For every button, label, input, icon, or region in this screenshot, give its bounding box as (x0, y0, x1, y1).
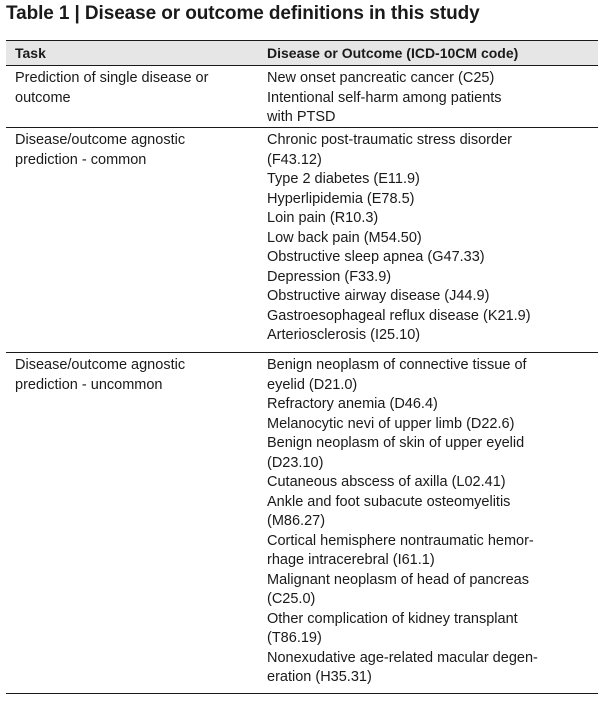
task-line: prediction - common (15, 151, 147, 168)
disease-line: Benign neoplasm of skin of upper eyelid (267, 435, 525, 451)
disease-line: with PTSD (267, 109, 336, 125)
header-disease: Disease or Outcome (ICD-10CM code) (267, 45, 519, 61)
disease-line: Loin pain (R10.3) (267, 210, 379, 226)
disease-line: Nonexudative age-related macular degen- (267, 649, 538, 666)
task-line: Prediction of single disease or (15, 70, 209, 86)
disease-line: eyelid (D21.0) (267, 376, 358, 393)
disease-line: Low back pain (M54.50) (267, 229, 422, 246)
disease-line: Type 2 diabetes (E11.9) (267, 171, 420, 187)
disease-line: (C25.0) (267, 591, 316, 607)
table-header-row: Task Disease or Outcome (ICD-10CM code) (6, 40, 598, 66)
task-cell: Disease/outcome agnostic prediction - co… (15, 131, 255, 170)
disease-line: Cutaneous abscess of axilla (L02.41) (267, 474, 506, 490)
task-line: Disease/outcome agnostic (15, 132, 186, 148)
disease-line: eration (H35.31) (267, 669, 372, 685)
disease-cell: Benign neoplasm of connective tissue of … (267, 356, 597, 688)
table-row-agnostic-uncommon: Disease/outcome agnostic prediction - un… (6, 353, 598, 694)
disease-line: (D23.10) (267, 454, 324, 471)
header-task: Task (15, 45, 46, 61)
definitions-table: Task Disease or Outcome (ICD-10CM code) … (6, 40, 598, 694)
task-line: Disease/outcome agnostic (15, 357, 186, 373)
disease-line: Melanocytic nevi of upper limb (D22.6) (267, 415, 515, 432)
task-cell: Disease/outcome agnostic prediction - un… (15, 356, 255, 395)
disease-line: Intentional self-harm among patients (267, 89, 502, 106)
disease-line: Benign neoplasm of connective tissue of (267, 357, 527, 373)
table-row-single-disease: Prediction of single disease or outcome … (6, 66, 598, 128)
disease-line: Obstructive sleep apnea (G47.33) (267, 249, 485, 265)
disease-line: Other complication of kidney transplant (267, 610, 518, 627)
disease-line: (T86.19) (267, 630, 322, 646)
disease-cell: Chronic post-traumatic stress disorder (… (267, 131, 597, 346)
table-title: Table 1 | Disease or outcome definitions… (6, 3, 480, 24)
disease-line: Arteriosclerosis (I25.10) (267, 327, 421, 343)
disease-line: Gastroesophageal reflux disease (K21.9) (267, 307, 531, 324)
disease-line: Depression (F33.9) (267, 268, 392, 285)
disease-line: Ankle and foot subacute osteomyelitis (267, 493, 511, 510)
task-line: outcome (15, 89, 71, 106)
disease-line: Cortical hemisphere nontraumatic hemor- (267, 532, 534, 549)
table-row-agnostic-common: Disease/outcome agnostic prediction - co… (6, 128, 598, 353)
task-line: prediction - uncommon (15, 376, 163, 393)
disease-line: New onset pancreatic cancer (C25) (267, 70, 495, 86)
task-cell: Prediction of single disease or outcome (15, 69, 255, 108)
disease-line: Malignant neoplasm of head of pancreas (267, 571, 529, 588)
disease-cell: New onset pancreatic cancer (C25) Intent… (267, 69, 597, 128)
disease-line: Refractory anemia (D46.4) (267, 396, 438, 412)
disease-line: Obstructive airway disease (J44.9) (267, 288, 490, 304)
disease-line: rhage intracerebral (I61.1) (267, 552, 435, 568)
disease-line: (M86.27) (267, 513, 326, 529)
disease-line: Chronic post-traumatic stress disorder (267, 132, 512, 148)
disease-line: Hyperlipidemia (E78.5) (267, 190, 415, 207)
disease-line: (F43.12) (267, 151, 322, 168)
